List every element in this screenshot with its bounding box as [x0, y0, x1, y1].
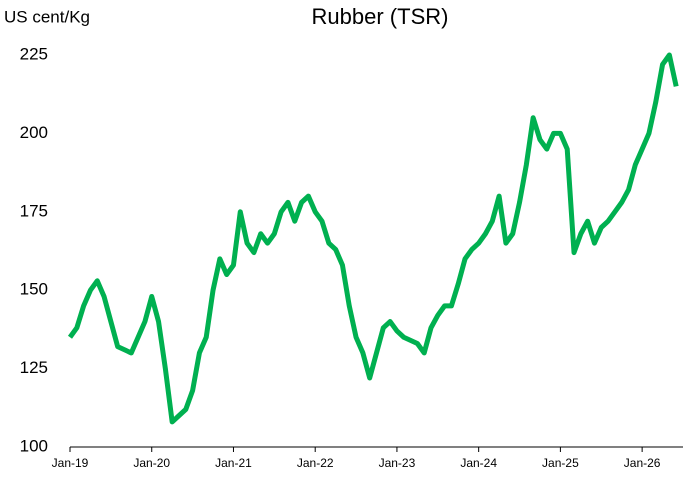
y-tick-label: 150	[20, 280, 48, 299]
x-tick-label: Jan-21	[215, 456, 252, 470]
x-tick-label: Jan-23	[379, 456, 416, 470]
y-tick-label: 125	[20, 358, 48, 377]
x-tick-label: Jan-26	[624, 456, 661, 470]
x-tick-label: Jan-22	[297, 456, 334, 470]
x-tick-label: Jan-20	[133, 456, 170, 470]
y-tick-label: 200	[20, 123, 48, 142]
line	[67, 52, 679, 425]
y-axis-label: US cent/Kg	[4, 7, 90, 26]
x-tick-label: Jan-24	[460, 456, 497, 470]
y-tick-label: 100	[20, 436, 48, 455]
y-tick-label: 225	[20, 44, 48, 63]
x-tick-label: Jan-25	[542, 456, 579, 470]
chart-title: Rubber (TSR)	[312, 4, 449, 29]
y-tick-label: 175	[20, 201, 48, 220]
x-tick-label: Jan-19	[52, 456, 89, 470]
